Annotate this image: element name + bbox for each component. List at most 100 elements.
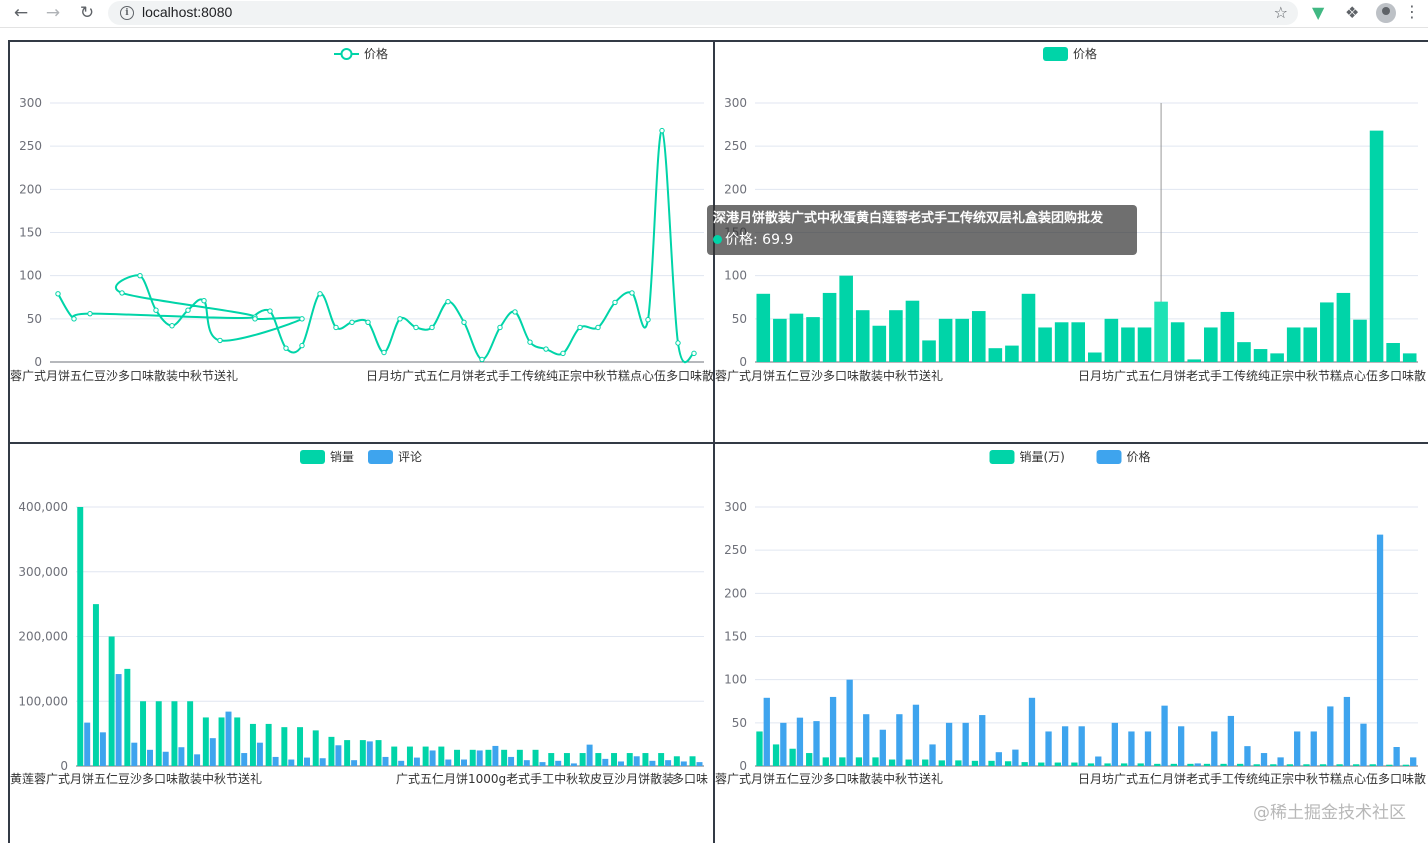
comments-bar	[131, 742, 138, 766]
price-bar	[1128, 731, 1135, 766]
sales-bar	[391, 746, 398, 766]
price-bar	[1204, 327, 1218, 362]
price-point	[527, 339, 533, 345]
price-bar	[1220, 311, 1235, 362]
vue-devtools-icon[interactable]: ▼	[1312, 3, 1325, 22]
price-bar	[1137, 327, 1152, 362]
x-tick-label: 蓉广式月饼五仁豆沙多口味散装中秋节送礼	[10, 368, 238, 383]
price-point	[55, 291, 61, 297]
price-point	[349, 319, 355, 325]
star-icon[interactable]: ☆	[1273, 3, 1288, 22]
price-bar	[945, 722, 953, 766]
price-point	[201, 298, 207, 304]
price-bar	[879, 729, 886, 766]
price-bar	[773, 318, 787, 362]
comments-bar	[225, 711, 232, 766]
sales-wan-bar	[1203, 763, 1211, 766]
price-bar	[1061, 726, 1069, 766]
price-bar	[1028, 697, 1036, 766]
price-bar	[796, 717, 804, 766]
y-tick-label: 400,000	[18, 500, 68, 514]
price-point	[299, 342, 305, 349]
comments-bar	[665, 760, 672, 766]
y-tick-label: 0	[60, 759, 68, 773]
sales-wan-bar	[955, 760, 962, 766]
back-arrow-icon[interactable]: ←	[13, 3, 29, 23]
legend-swatch	[1096, 450, 1122, 464]
price-bar	[905, 300, 920, 362]
sales-bar	[344, 740, 351, 766]
comments-bar	[241, 753, 248, 766]
info-icon[interactable]: i	[120, 6, 134, 20]
sales-bar	[611, 753, 618, 766]
price-bar	[1071, 322, 1086, 362]
y-tick-label: 300,000	[18, 565, 68, 579]
price-bar	[929, 744, 936, 766]
price-point	[595, 324, 601, 331]
comments-bar	[351, 760, 358, 766]
y-tick-label: 200	[19, 182, 42, 196]
sales-wan-bar	[922, 759, 929, 766]
price-point	[543, 346, 549, 352]
price-bar	[1270, 353, 1284, 362]
price-bar	[1260, 753, 1268, 766]
price-point	[252, 316, 258, 322]
comments-bar	[445, 759, 452, 766]
price-bar	[995, 752, 1002, 766]
y-tick-label: 100	[19, 269, 42, 283]
legend-swatch	[1043, 47, 1068, 61]
sales-bar	[689, 756, 696, 766]
price-point	[217, 337, 223, 344]
price-bar	[971, 311, 986, 362]
sales-bar	[673, 756, 680, 766]
sales-wan-bar	[756, 731, 763, 766]
sales-wan-bar	[1336, 764, 1343, 766]
comments-bar	[147, 749, 153, 766]
comments-bar	[492, 745, 499, 766]
price-bar	[1320, 302, 1334, 362]
price-bar	[1038, 327, 1052, 362]
sales-wan-bar	[1353, 764, 1360, 766]
price-point	[365, 319, 371, 325]
price-bar	[813, 721, 820, 766]
reload-icon[interactable]: ↻	[79, 3, 95, 23]
sales-wan-bar	[1087, 763, 1095, 766]
legend-swatch	[989, 450, 1015, 464]
kebab-menu-icon[interactable]: ⋮	[1404, 2, 1420, 21]
x-tick-label: 蓉广式月饼五仁豆沙多口味散装中秋节送礼	[715, 368, 943, 383]
price-point	[71, 316, 77, 322]
sales-wan-bar	[806, 753, 813, 766]
sales-bar	[171, 701, 178, 766]
price-bar	[872, 325, 887, 362]
sales-comments-bar-chart: 0 100,000 200,000 300,000 400,000 销量 评论黄莲蓉广式月饼…	[10, 450, 708, 786]
sales-comments-chart-panel: 0 100,000 200,000 300,000 400,000 销量 评论 黄莲蓉广式月饼…	[8, 442, 716, 843]
extensions-puzzle-icon[interactable]: ❖	[1345, 3, 1360, 22]
sales-wan-bar	[1038, 762, 1045, 766]
comments-bar	[162, 751, 169, 766]
price-bar	[1360, 723, 1367, 766]
price-point	[333, 324, 339, 331]
y-tick-label: 300	[724, 500, 747, 514]
sales-wan-bar	[905, 759, 912, 766]
price-bar	[1393, 747, 1400, 766]
forward-arrow-icon[interactable]: →	[45, 3, 61, 23]
price-bar	[780, 722, 787, 766]
comments-bar	[539, 762, 546, 766]
comments-bar	[398, 760, 405, 766]
sales-wan-bar	[855, 757, 863, 766]
price-point	[137, 272, 143, 279]
sales-wan-bar	[988, 760, 995, 766]
sales-wan-bar	[1004, 761, 1012, 766]
y-tick-label: 200	[724, 586, 747, 600]
sales-bar	[297, 727, 304, 766]
url-text: localhost:8080	[142, 4, 233, 20]
comments-bar	[570, 763, 577, 766]
x-tick-label: 日月坊广式五仁月饼老式手工传统纯正宗中秋节糕点心伍多口味散	[366, 368, 714, 383]
sales-wan-bar	[1054, 762, 1061, 766]
price-bar	[1410, 757, 1417, 766]
address-bar[interactable]: i localhost:8080 ☆	[108, 1, 1298, 25]
comments-bar	[209, 738, 216, 766]
price-bar	[789, 313, 804, 362]
price-point	[577, 324, 583, 331]
profile-avatar-icon[interactable]	[1376, 3, 1396, 23]
